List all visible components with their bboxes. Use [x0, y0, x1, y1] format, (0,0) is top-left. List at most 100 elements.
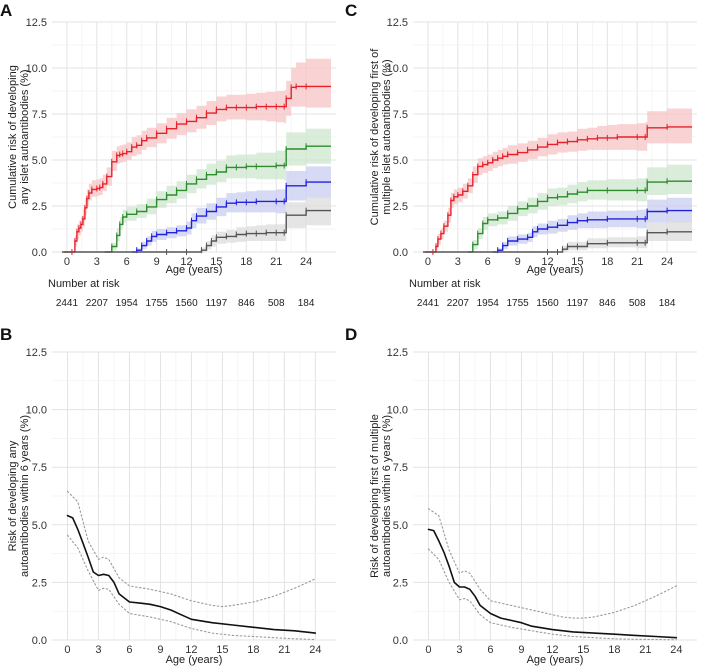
x-tick-label: 6: [487, 644, 493, 656]
x-axis-title: Age (years): [527, 654, 584, 666]
risk-table-value: 1197: [206, 298, 228, 309]
y-tick-label: 2.5: [393, 201, 408, 213]
x-tick-label: 0: [425, 256, 431, 268]
y-axis-title-line: any islet autoantibodies (%): [19, 69, 31, 204]
risk-table-value: 2207: [447, 298, 470, 309]
y-tick-label: 10.0: [26, 63, 47, 75]
risk-table-value: 184: [298, 298, 315, 309]
panel-letter-d: D: [345, 325, 357, 344]
risk-table-value: 846: [599, 298, 616, 309]
risk-table-value: 1954: [116, 298, 139, 309]
series-layer: [66, 490, 317, 641]
estimate-line: [427, 528, 678, 639]
risk-table-value: 1560: [536, 298, 559, 309]
y-tick-label: 12.5: [387, 17, 408, 29]
x-tick-label: 0: [64, 644, 70, 656]
x-tick-label: 6: [126, 644, 132, 656]
red-curve: [64, 85, 331, 253]
y-tick-label: 12.5: [26, 347, 47, 359]
gridlines: [413, 351, 697, 641]
upper-line: [427, 508, 677, 619]
risk-table-value: 508: [629, 298, 646, 309]
lower-line: [427, 548, 677, 641]
x-axis-title: Age (years): [166, 654, 223, 666]
x-tick-label: 18: [608, 644, 620, 656]
x-tick-label: 12: [541, 256, 553, 268]
x-tick-label: 21: [278, 644, 290, 656]
y-tick-label: 12.5: [26, 17, 47, 29]
x-tick-label: 12: [185, 644, 197, 656]
x-tick-label: 24: [661, 256, 673, 268]
lower-line: [66, 534, 316, 641]
x-tick-label: 0: [425, 644, 431, 656]
x-axis-title: Age (years): [166, 264, 223, 276]
y-tick-label: 0.0: [32, 635, 47, 647]
y-tick-label: 7.5: [393, 462, 408, 474]
x-tick-label: 21: [631, 256, 643, 268]
y-tick-label: 2.5: [32, 201, 47, 213]
x-tick-label: 18: [601, 256, 613, 268]
risk-table-value: 508: [268, 298, 285, 309]
y-tick-label: 5.0: [393, 155, 408, 167]
estimate-line: [66, 514, 317, 634]
y-axis-title-line: autoantibodies within 6 years (%): [19, 415, 31, 577]
risk-table-value: 1560: [175, 298, 198, 309]
x-tick-label: 24: [300, 256, 312, 268]
panel-letter-c: C: [345, 1, 357, 20]
y-tick-label: 10.0: [26, 405, 47, 417]
risk-table-value: 184: [659, 298, 676, 309]
x-tick-label: 21: [270, 256, 282, 268]
green-ci-band: [104, 126, 331, 252]
y-tick-label: 5.0: [32, 520, 47, 532]
x-tick-label: 3: [94, 256, 100, 268]
risk-table-value: 1755: [146, 298, 169, 309]
y-tick-label: 10.0: [387, 63, 408, 75]
risk-table-value: 2441: [417, 298, 440, 309]
gridlines: [52, 351, 336, 641]
risk-table-value: 1197: [567, 298, 589, 309]
y-axis-title-line: autoantibodies within 6 years (%): [381, 415, 393, 577]
risk-table-title: Number at risk: [48, 278, 120, 290]
green-ci-band: [467, 156, 692, 252]
blue-curve: [131, 181, 331, 253]
series-layer: [427, 508, 678, 641]
gray-ci-band: [62, 195, 331, 252]
risk-table-value: 2441: [56, 298, 79, 309]
x-tick-label: 21: [639, 644, 651, 656]
x-tick-label: 3: [456, 644, 462, 656]
x-tick-label: 6: [485, 256, 491, 268]
y-tick-label: 0.0: [393, 247, 408, 259]
risk-table-title: Number at risk: [409, 278, 481, 290]
x-tick-label: 6: [124, 256, 130, 268]
y-axis-title-line: Risk of developing any: [7, 440, 19, 551]
y-tick-label: 5.0: [32, 155, 47, 167]
x-tick-label: 9: [518, 644, 524, 656]
risk-table-value: 2207: [86, 298, 109, 309]
y-axis-title: Cumulative risk of developingany islet a…: [7, 65, 31, 209]
x-tick-label: 15: [577, 644, 589, 656]
panel-d: D 0 3 6 9 12 15 18 21 24 0.0 2.5 5.0 7.5 10.0 12.5 Age …: [345, 325, 697, 666]
y-axis-title: Risk of developing anyautoantibodies wit…: [7, 415, 31, 577]
y-tick-label: 5.0: [393, 520, 408, 532]
panel-b: B 0 3 6 9 12 15 18 21 24 0.0 2.5 5.0 7.5 10.0 12.5 Age …: [0, 325, 336, 666]
risk-table-value: 846: [238, 298, 255, 309]
y-axis-title: Cumulative risk of developing first ofmu…: [369, 48, 393, 226]
panel-c: C 0 3 6 9 12 15 18 21 24 0.0 2.5 5.0 7.5 10.0 12.5 Age …: [345, 1, 697, 309]
y-axis-title: Risk of developing first of multipleauto…: [369, 414, 393, 578]
y-tick-label: 7.5: [32, 462, 47, 474]
x-tick-label: 24: [309, 644, 321, 656]
upper-line: [66, 490, 316, 608]
x-tick-label: 18: [240, 256, 252, 268]
risk-table-value: 1755: [507, 298, 530, 309]
x-tick-label: 24: [670, 644, 682, 656]
x-axis-title: Age (years): [527, 264, 584, 276]
red-ci-band: [64, 55, 331, 252]
y-tick-label: 0.0: [32, 247, 47, 259]
y-axis-title-line: Cumulative risk of developing: [7, 65, 19, 209]
x-tick-label: 12: [180, 256, 192, 268]
y-tick-label: 10.0: [387, 405, 408, 417]
panel-letter-a: A: [0, 1, 12, 20]
x-tick-label: 18: [247, 644, 259, 656]
red-ci-band: [425, 100, 692, 252]
